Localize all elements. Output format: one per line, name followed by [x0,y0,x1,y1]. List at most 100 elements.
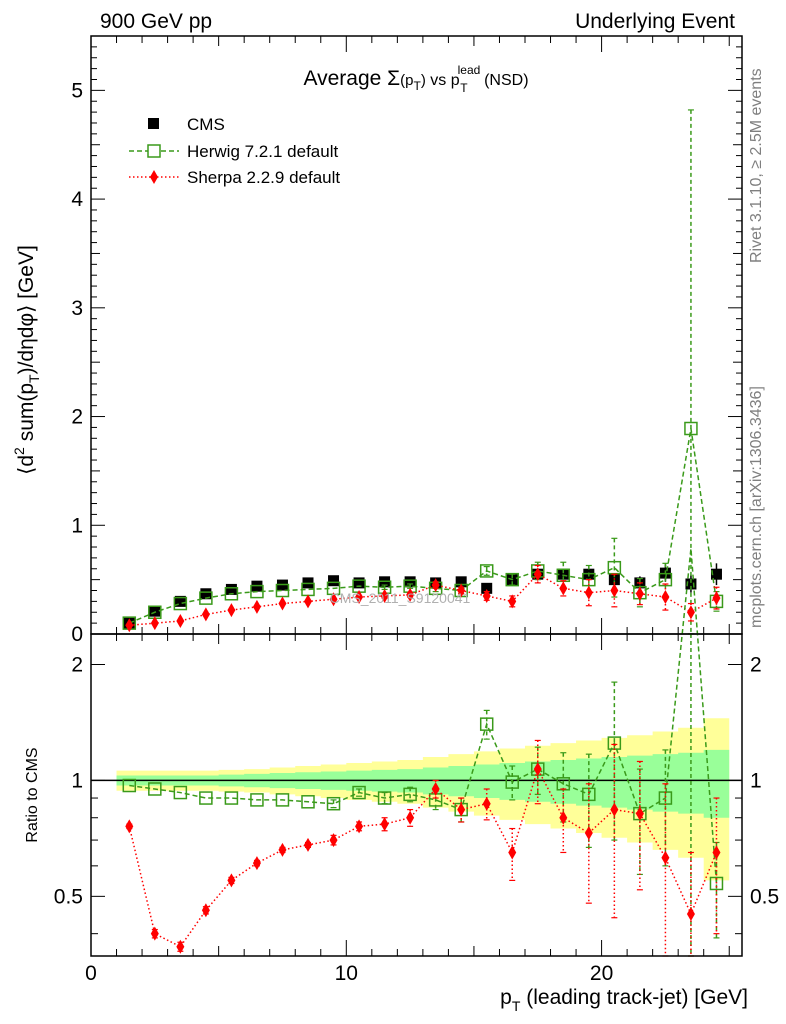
ratio-point-sherpa [252,856,261,871]
ratio-point-herwig [173,785,188,800]
main-point-herwig [582,572,596,587]
main-point-herwig [301,582,315,597]
main-point-herwig [479,564,494,578]
x-axis-label: pT (leading track-jet) [GeV] [500,986,748,1014]
ratio-point-herwig [301,795,315,809]
legend: CMS Herwig 7.2.1 default Sherpa 2.2.9 de… [129,115,340,187]
x-tick-label: 10 [335,962,358,985]
ratio-y-tick-label: 2 [71,653,83,676]
ratio-point-sherpa [508,845,517,860]
main-point-data [225,583,237,595]
ratio-point-sherpa [457,802,466,817]
main-y-tick-label: 5 [71,79,83,102]
main-point-sherpa [431,578,440,593]
ratio-point-herwig [122,778,137,793]
ratio-line-herwig [129,548,718,884]
legend-marker-herwig [147,144,161,158]
ratio-point-herwig [199,791,213,805]
ratio-point-herwig [709,876,724,891]
legend-entry-herwig: Herwig 7.2.1 default [129,142,338,161]
legend-entry-cms: CMS [148,115,225,134]
ratio-point-herwig [658,791,673,805]
main-y-tick-label: 1 [71,514,83,537]
main-point-data [557,568,569,580]
main-plot-area [122,109,724,635]
main-point-herwig [684,421,698,436]
ratio-point-sherpa [125,819,134,834]
main-x-ticks [90,36,730,634]
main-point-data [353,577,365,589]
ratio-point-sherpa [661,850,670,865]
main-point-herwig [173,596,188,611]
main-y-label: ⟨d2 sum(pT)/dηdφ⟩ [GeV] [11,245,42,475]
main-point-sherpa [635,586,644,601]
legend-marker-sherpa [150,170,158,184]
legend-label-sherpa: Sherpa 2.2.9 default [187,168,340,187]
main-point-sherpa [278,596,287,611]
main-point-sherpa [482,588,491,603]
main-point-sherpa [533,567,542,582]
main-point-herwig [658,572,673,587]
main-point-sherpa [508,594,517,609]
ratio-point-sherpa [176,939,185,954]
main-point-sherpa [559,581,568,596]
ratio-point-sherpa [686,906,695,921]
main-point-data [404,576,416,588]
main-panel: CMS_2011_S9120041 0 1 2 3 4 5 Average Σ(pT) v… [11,35,743,646]
main-point-herwig [556,568,571,583]
ratio-point-sherpa [380,817,389,832]
uncertainty-band-inner [116,749,730,818]
ratio-y-tick-label: 0.5 [54,885,83,908]
main-point-sherpa [201,607,210,622]
ratio-point-sherpa [278,842,287,857]
main-y-tick-label: 3 [71,297,83,320]
ratio-y-tick-label-right: 1 [750,769,762,792]
ratio-x-axis: 0 10 20 [85,634,730,985]
ratio-point-herwig [224,791,239,805]
legend-entry-sherpa: Sherpa 2.2.9 default [129,168,340,187]
ratio-point-herwig [556,777,571,791]
main-point-sherpa [355,590,364,605]
main-point-sherpa [406,587,415,602]
ratio-point-sherpa [406,810,415,825]
main-point-sherpa [227,603,236,618]
ratio-point-sherpa [329,833,338,848]
ratio-point-sherpa [304,837,312,852]
ratio-y-tick-label-right: 2 [750,653,762,676]
ratio-panel: 0.5 0.5 1 1 2 2 0 10 20 Ratio to CMS pT (leadin… [24,548,779,1014]
main-point-sherpa [380,588,389,603]
ratio-line-sherpa [128,767,718,948]
ratio-point-herwig [607,736,622,750]
main-y-tick-label: 2 [71,406,83,429]
mcplots-label: mcplots.cern.ch [arXiv:1306.3436] [748,386,765,628]
ratio-point-sherpa [635,806,644,821]
main-point-sherpa [686,605,695,620]
main-point-sherpa [150,616,159,631]
main-point-data [328,575,340,587]
ratio-point-herwig [250,793,264,807]
main-point-data [685,578,697,590]
main-point-sherpa [252,599,261,614]
energy-label: 900 GeV pp [100,10,212,33]
rivet-label: Rivet 3.1.10, ≥ 2.5M events [748,68,765,263]
main-point-sherpa [610,583,619,598]
ratio-point-herwig [582,787,596,802]
ratio-point-sherpa [227,873,236,888]
legend-label-cms: CMS [187,115,225,134]
main-point-herwig [250,584,264,599]
main-point-herwig [224,587,239,601]
process-label: Underlying Event [575,10,735,33]
main-point-sherpa [584,585,593,600]
main-point-data [174,595,186,607]
ratio-point-sherpa [559,810,568,825]
main-y-tick-label: 4 [71,188,83,211]
main-line-sherpa [129,573,717,627]
ratio-point-sherpa [150,926,159,941]
ratio-point-sherpa [533,762,542,777]
ratio-point-herwig [505,775,519,789]
x-tick-label: 0 [85,962,97,985]
ratio-point-herwig [275,793,290,807]
legend-marker-cms [148,118,159,129]
main-point-sherpa [329,592,338,607]
